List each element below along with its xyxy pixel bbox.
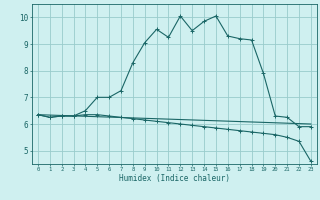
X-axis label: Humidex (Indice chaleur): Humidex (Indice chaleur) — [119, 174, 230, 183]
